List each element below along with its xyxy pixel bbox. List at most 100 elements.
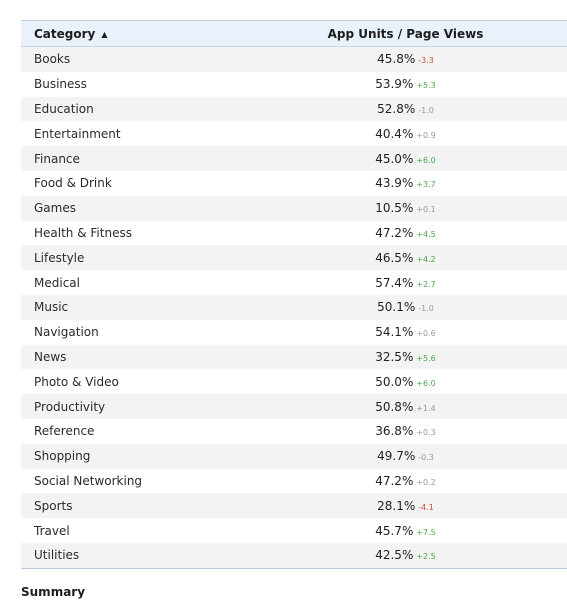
table-row[interactable]: Food & Drink 43.9% +3.7 (21, 170, 567, 196)
table-row[interactable]: Health & Fitness 47.2% +4.5 (21, 220, 567, 246)
table-row[interactable]: Travel 45.7% +7.5 (21, 518, 567, 543)
table-row[interactable]: Business 53.9% +5.3 (21, 71, 567, 97)
metric-value: 50.0% (375, 374, 414, 389)
category-column-header[interactable]: Category ▲ (21, 20, 244, 47)
metric-change: +1.4 (416, 403, 436, 413)
table-row[interactable]: Reference 36.8% +0.3 (21, 418, 567, 444)
table-row[interactable]: Navigation 54.1% +0.6 (21, 319, 567, 345)
sort-ascending-icon[interactable]: ▲ (101, 29, 108, 39)
summary-heading: Summary (21, 585, 86, 599)
category-cell: Books (34, 52, 71, 67)
metric-change: +0.3 (416, 428, 436, 438)
metric-change: +3.7 (416, 180, 436, 190)
category-cell: Reference (34, 424, 95, 439)
table-row[interactable]: Medical 57.4% +2.7 (21, 270, 567, 295)
table-row[interactable]: Entertainment 40.4% +0.9 (21, 121, 567, 147)
metric-change: -4.1 (418, 502, 434, 512)
metric-value: 47.2% (375, 225, 414, 240)
metric-value: 45.0% (375, 151, 414, 166)
metric-change: -3.3 (418, 56, 434, 66)
category-cell: Medical (34, 275, 80, 290)
metric-change: -1.0 (418, 105, 434, 115)
metric-value: 50.1% (377, 300, 416, 315)
metric-cell: 42.5% +2.5 (244, 542, 567, 569)
table-header-row: Category ▲ App Units / Page Views (21, 20, 567, 47)
table-body: Books 45.8% -3.3 Business 53.9% +5.3 Education… (21, 46, 567, 569)
category-cell: Food & Drink (34, 176, 112, 191)
table-row[interactable]: Social Networking 47.2% +0.2 (21, 468, 567, 494)
metric-change: +6.0 (416, 378, 436, 388)
metric-change: +4.2 (416, 254, 436, 264)
metric-change: +5.3 (416, 81, 436, 91)
metric-value: 49.7% (377, 449, 416, 464)
category-cell: Entertainment (34, 126, 121, 141)
metric-change: +0.6 (416, 329, 436, 339)
metric-value: 28.1% (377, 498, 416, 513)
metric-cell: 52.8% -1.0 (244, 97, 567, 122)
metric-cell: 53.9% +5.3 (244, 72, 567, 97)
category-cell: Shopping (34, 449, 91, 464)
category-cell: Health & Fitness (34, 225, 132, 240)
metric-cell: 45.0% +6.0 (244, 146, 567, 171)
metric-value: 57.4% (375, 275, 414, 290)
metric-value: 47.2% (375, 473, 414, 488)
metric-change: +4.5 (416, 229, 436, 239)
metric-value: 50.8% (375, 399, 414, 414)
metric-change: +6.0 (416, 155, 436, 165)
category-cell: News (34, 349, 67, 364)
metric-change: +0.9 (416, 130, 436, 140)
metric-value: 52.8% (377, 101, 416, 116)
category-table: Category ▲ App Units / Page Views Books 45… (21, 20, 567, 569)
table-row[interactable]: Utilities 42.5% +2.5 (21, 542, 567, 569)
metric-cell: 50.8% +1.4 (244, 394, 567, 419)
metric-cell: 45.7% +7.5 (244, 518, 567, 543)
metric-change: +2.7 (416, 279, 436, 289)
metric-header-label: App Units / Page Views (327, 26, 484, 41)
metric-cell: 46.5% +4.2 (244, 245, 567, 270)
table-row[interactable]: Games 10.5% +0.1 (21, 195, 567, 221)
metric-value: 43.9% (375, 176, 414, 191)
table-row[interactable]: Photo & Video 50.0% +6.0 (21, 369, 567, 395)
metric-cell: 50.1% -1.0 (244, 295, 567, 320)
metric-cell: 47.2% +0.2 (244, 469, 567, 494)
metric-cell: 49.7% -0.3 (244, 444, 567, 469)
category-header-label: Category (34, 26, 96, 41)
metric-value: 32.5% (375, 349, 414, 364)
metric-cell: 50.0% +6.0 (244, 369, 567, 394)
metric-change: +0.1 (416, 205, 436, 215)
category-cell: Finance (34, 151, 80, 166)
table-row[interactable]: Shopping 49.7% -0.3 (21, 443, 567, 469)
metric-change: +0.2 (416, 477, 436, 487)
table-row[interactable]: Sports 28.1% -4.1 (21, 493, 567, 519)
metric-cell: 40.4% +0.9 (244, 121, 567, 146)
category-cell: Lifestyle (34, 250, 85, 265)
metric-change: -0.3 (418, 453, 434, 463)
table-row[interactable]: Books 45.8% -3.3 (21, 46, 567, 72)
table-row[interactable]: Lifestyle 46.5% +4.2 (21, 245, 567, 271)
metric-column-header[interactable]: App Units / Page Views (244, 20, 567, 47)
category-cell: Navigation (34, 325, 99, 340)
metric-cell: 32.5% +5.6 (244, 345, 567, 370)
category-cell: Sports (34, 498, 73, 513)
table-row[interactable]: News 32.5% +5.6 (21, 344, 567, 370)
category-cell: Games (34, 201, 76, 216)
metric-cell: 47.2% +4.5 (244, 221, 567, 246)
table-row[interactable]: Music 50.1% -1.0 (21, 294, 567, 320)
metric-value: 46.5% (375, 250, 414, 265)
table-row[interactable]: Productivity 50.8% +1.4 (21, 394, 567, 419)
metric-cell: 43.9% +3.7 (244, 171, 567, 196)
metric-change: +7.5 (416, 527, 436, 537)
metric-cell: 36.8% +0.3 (244, 419, 567, 444)
metric-cell: 10.5% +0.1 (244, 196, 567, 221)
table-row[interactable]: Education 52.8% -1.0 (21, 96, 567, 122)
metric-value: 40.4% (375, 126, 414, 141)
metric-value: 54.1% (375, 325, 414, 340)
table-row[interactable]: Finance 45.0% +6.0 (21, 146, 567, 171)
metric-change: +5.6 (416, 353, 436, 363)
metric-value: 10.5% (375, 201, 414, 216)
metric-value: 45.7% (375, 523, 414, 538)
category-cell: Business (34, 77, 87, 92)
category-cell: Music (34, 300, 69, 315)
metric-cell: 54.1% +0.6 (244, 320, 567, 345)
metric-change: -1.0 (418, 304, 434, 314)
